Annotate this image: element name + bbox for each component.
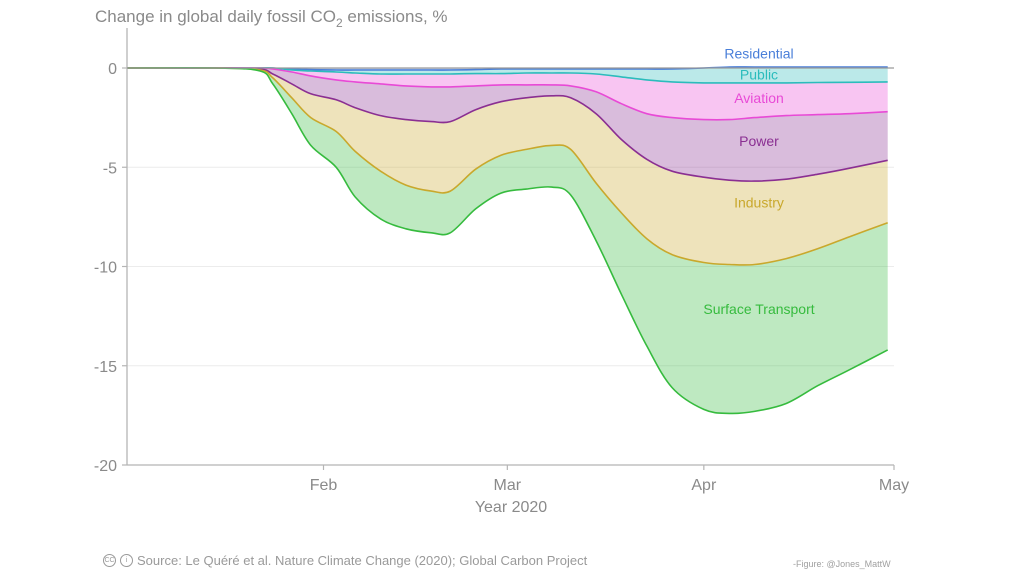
attribution-icon: i	[120, 554, 133, 567]
area-power	[127, 67, 888, 182]
y-tick-label: -10	[94, 260, 117, 277]
series-label-surface-transport: Surface Transport	[703, 301, 814, 317]
y-tick-labels: 0 -5 -10 -15 -20	[94, 61, 127, 475]
line-surface-transport	[126, 66, 889, 415]
x-tick-label: Mar	[494, 477, 522, 494]
series-label-aviation: Aviation	[734, 90, 784, 106]
line-aviation	[127, 67, 888, 121]
line-power	[126, 67, 888, 182]
figure-credit: -Figure: @Jones_MattW	[793, 559, 891, 569]
y-tick-label: -15	[94, 359, 117, 376]
source-text: Source: Le Quéré et al. Nature Climate C…	[137, 553, 588, 568]
source-note: CC i Source: Le Quéré et al. Nature Clim…	[103, 553, 587, 568]
series-label-industry: Industry	[734, 194, 784, 210]
creative-commons-icon: CC	[103, 554, 116, 567]
y-tick-label: -20	[94, 458, 117, 475]
series-lines	[126, 66, 889, 415]
series-labels: Residential Public Aviation Power Industry Su…	[703, 46, 814, 318]
x-tick-label: Apr	[691, 477, 717, 494]
area-layers	[127, 66, 888, 414]
x-axis-label: Year 2020	[475, 499, 547, 516]
line-industry	[126, 67, 888, 266]
series-label-residential: Residential	[724, 46, 793, 62]
series-label-power: Power	[739, 133, 779, 149]
area-surface-transport	[127, 67, 888, 414]
x-tick-label: May	[879, 477, 909, 494]
y-tick-label: -5	[103, 160, 117, 177]
area-aviation	[127, 67, 888, 120]
series-label-public: Public	[740, 67, 778, 83]
line-public	[127, 67, 888, 84]
y-tick-label: 0	[108, 61, 117, 78]
gridlines	[127, 166, 894, 367]
x-tick-label: Feb	[310, 477, 338, 494]
chart-title: Change in global daily fossil CO2 emissi…	[95, 7, 448, 30]
line-residential	[127, 66, 888, 71]
axes	[126, 28, 894, 466]
x-tick-labels: Feb Mar Apr May	[310, 465, 909, 494]
area-industry	[127, 67, 888, 266]
